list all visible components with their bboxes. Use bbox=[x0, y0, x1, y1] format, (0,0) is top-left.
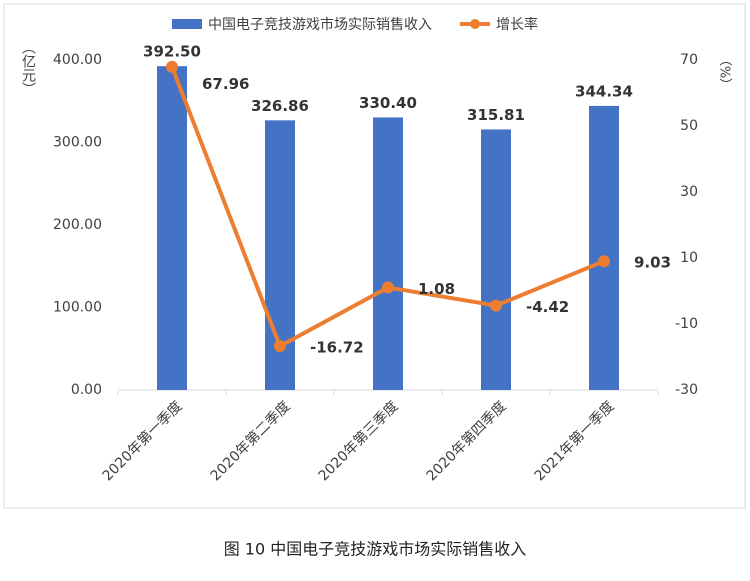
line-value-label: -16.72 bbox=[310, 339, 364, 357]
line-point bbox=[274, 340, 286, 353]
line-point bbox=[166, 60, 178, 73]
y-tick-label: 400.00 bbox=[53, 52, 102, 68]
y2-tick-label: 50 bbox=[680, 118, 698, 134]
bar bbox=[589, 105, 619, 391]
line-point bbox=[382, 281, 394, 294]
y2-tick-label: 70 bbox=[680, 52, 698, 68]
y-axis-title: （亿元） bbox=[20, 40, 36, 96]
y2-axis-title: （%） bbox=[717, 53, 733, 91]
line-point bbox=[598, 255, 610, 268]
legend-swatch bbox=[172, 19, 202, 29]
y2-tick-label: 30 bbox=[680, 184, 698, 200]
legend-swatch bbox=[470, 19, 480, 29]
line-value-label: 67.96 bbox=[202, 75, 249, 93]
y-tick-label: 300.00 bbox=[53, 135, 102, 151]
line-value-label: 9.03 bbox=[634, 254, 671, 272]
line-value-label: -4.42 bbox=[526, 298, 569, 316]
bar-value-label: 330.40 bbox=[359, 94, 417, 112]
y-tick-label: 100.00 bbox=[53, 300, 102, 316]
chart-title: 图 10 中国电子竞技游戏市场实际销售收入 bbox=[224, 540, 527, 559]
bar-value-label: 344.34 bbox=[575, 82, 633, 100]
bar-value-label: 326.86 bbox=[251, 97, 309, 115]
y2-tick-label: 10 bbox=[680, 250, 698, 266]
y-tick-label: 0.00 bbox=[71, 382, 102, 398]
bar bbox=[481, 129, 511, 390]
y2-tick-label: -30 bbox=[675, 382, 698, 398]
y2-tick-label: -10 bbox=[675, 316, 698, 332]
line-value-label: 1.08 bbox=[418, 280, 455, 298]
bar-value-label: 315.81 bbox=[467, 106, 525, 124]
bar bbox=[373, 117, 403, 391]
line-point bbox=[490, 299, 502, 312]
bar-value-label: 392.50 bbox=[143, 43, 201, 61]
bar bbox=[157, 66, 187, 390]
legend-label: 增长率 bbox=[496, 16, 538, 33]
legend-label: 中国电子竞技游戏市场实际销售收入 bbox=[208, 16, 432, 33]
y-tick-label: 200.00 bbox=[53, 217, 102, 233]
